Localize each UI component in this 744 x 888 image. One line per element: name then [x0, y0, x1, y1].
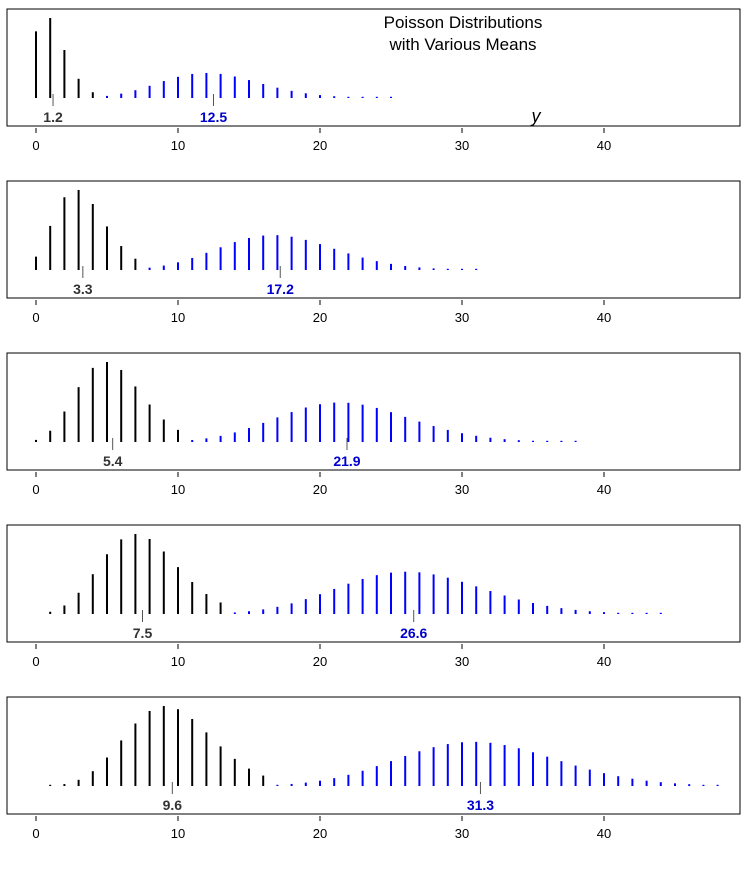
x-tick-label: 30	[455, 482, 469, 497]
x-tick-label: 40	[597, 654, 611, 669]
panel-frame	[6, 180, 741, 299]
x-tick-label: 0	[32, 138, 39, 153]
panel-frame	[6, 696, 741, 815]
right-mean-label: 31.3	[467, 797, 494, 813]
panel-5: 9.6 31.3 0 10 20 30 40	[6, 696, 741, 841]
x-tick-label: 20	[313, 138, 327, 153]
x-tick-label: 10	[171, 482, 185, 497]
panel-1: 1.2 12.5 0 10 20 30 40	[6, 8, 741, 153]
x-tick-label: 40	[597, 826, 611, 841]
panels-layer: 1.2 12.5 0 10 20 30 40 3.3 17.2 0 10 20 30 40 5.4 21.9 0…	[6, 8, 741, 841]
left-mean-label: 5.4	[103, 453, 123, 469]
left-mean-label: 7.5	[133, 625, 153, 641]
x-tick-label: 20	[313, 826, 327, 841]
x-tick-label: 0	[32, 654, 39, 669]
x-tick-label: 30	[455, 138, 469, 153]
x-tick-label: 10	[171, 138, 185, 153]
panel-frame	[6, 352, 741, 471]
right-mean-label: 12.5	[200, 109, 227, 125]
x-tick-label: 20	[313, 310, 327, 325]
chart-title-line-1: Poisson Distributions	[384, 13, 543, 32]
x-tick-label: 10	[171, 826, 185, 841]
axis-letter-label: y	[530, 106, 542, 126]
panel-frame	[6, 8, 741, 127]
panel-2: 3.3 17.2 0 10 20 30 40	[6, 180, 741, 325]
right-mean-label: 26.6	[400, 625, 427, 641]
panel-frame	[6, 524, 741, 643]
left-mean-label: 3.3	[73, 281, 93, 297]
x-tick-label: 10	[171, 310, 185, 325]
x-tick-label: 40	[597, 138, 611, 153]
chart-title-line-2: with Various Means	[388, 35, 536, 54]
left-mean-label: 9.6	[163, 797, 183, 813]
x-tick-label: 20	[313, 482, 327, 497]
x-tick-label: 0	[32, 482, 39, 497]
x-tick-label: 30	[455, 310, 469, 325]
panel-4: 7.5 26.6 0 10 20 30 40	[6, 524, 741, 669]
right-mean-label: 17.2	[267, 281, 294, 297]
x-tick-label: 40	[597, 310, 611, 325]
x-tick-label: 0	[32, 310, 39, 325]
x-tick-label: 10	[171, 654, 185, 669]
x-tick-label: 30	[455, 826, 469, 841]
x-tick-label: 30	[455, 654, 469, 669]
left-mean-label: 1.2	[43, 109, 63, 125]
panel-3: 5.4 21.9 0 10 20 30 40	[6, 352, 741, 497]
x-tick-label: 40	[597, 482, 611, 497]
x-tick-label: 20	[313, 654, 327, 669]
right-mean-label: 21.9	[333, 453, 360, 469]
x-tick-label: 0	[32, 826, 39, 841]
